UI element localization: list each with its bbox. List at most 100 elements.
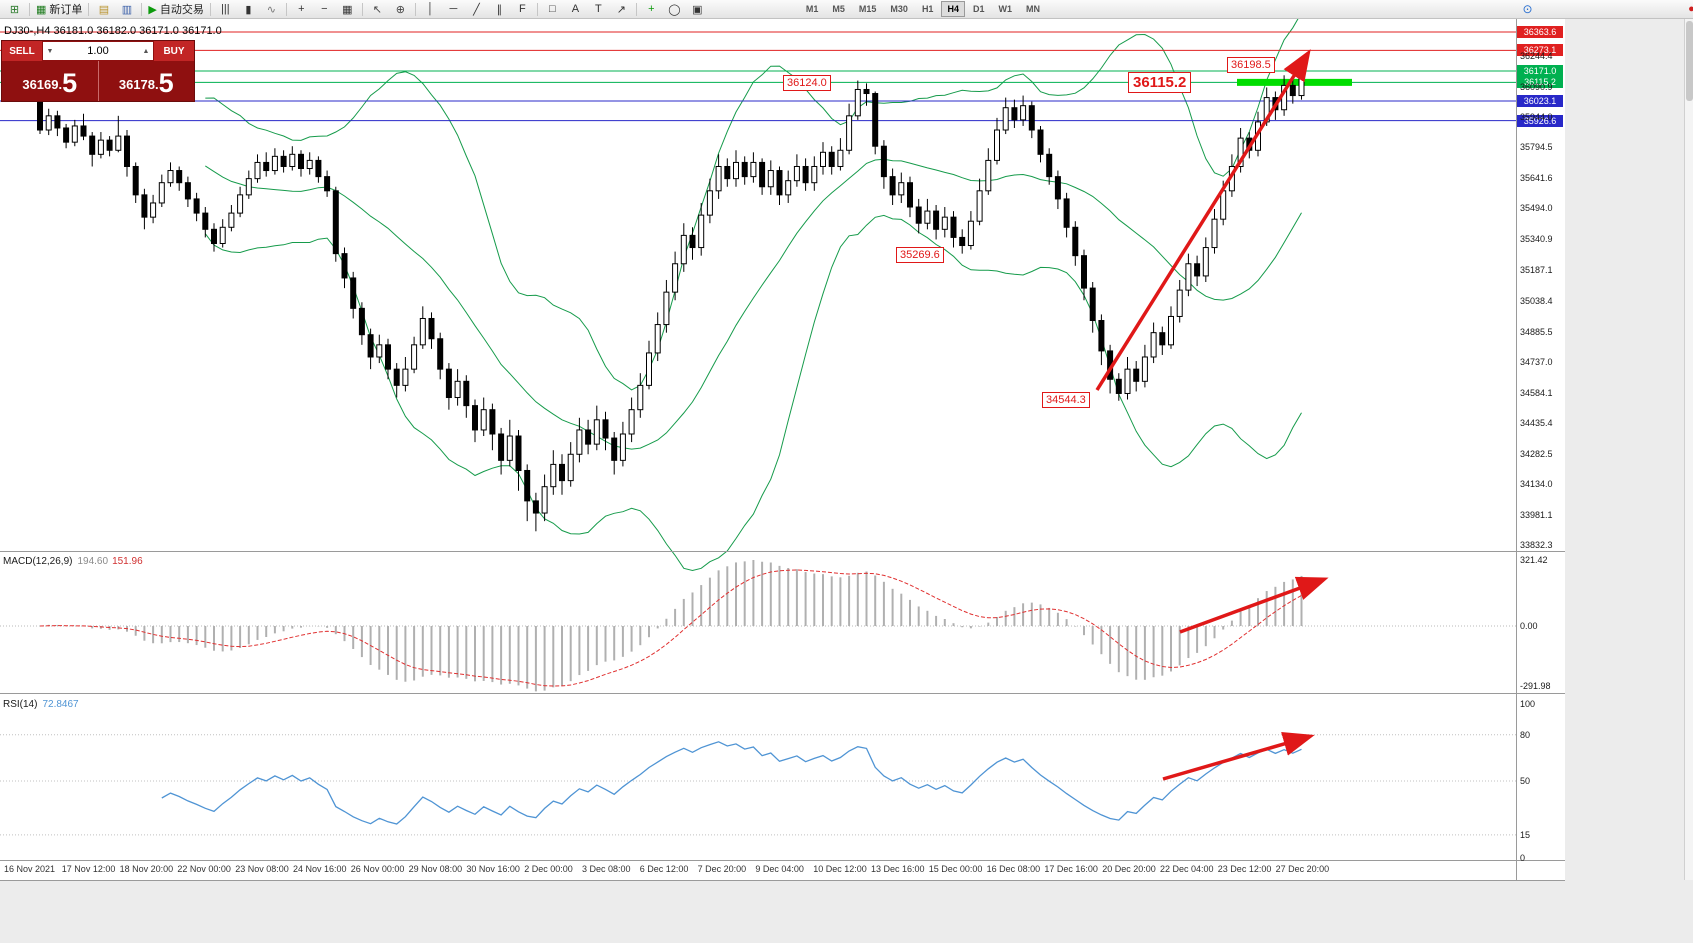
- toolbar-separator: [361, 2, 363, 16]
- time-label: 13 Dec 16:00: [871, 864, 925, 874]
- one-click-trading-panel: SELL ▼ 1.00 ▲ BUY 36169. 5 36178. 5: [1, 40, 195, 102]
- shapes-icon: □: [549, 3, 556, 15]
- bar-chart-icon: |||: [221, 3, 230, 15]
- horizontal-line-button[interactable]: ─: [443, 1, 464, 17]
- price-tick: 35794.5: [1520, 142, 1553, 153]
- tile-windows-icon: ▦: [342, 3, 353, 16]
- new-order-label: 新订单: [49, 4, 83, 16]
- buy-price[interactable]: 36178. 5: [99, 61, 195, 101]
- time-label: 9 Dec 04:00: [755, 864, 804, 874]
- price-tick: 34134.0: [1520, 478, 1553, 489]
- timeframe-h1[interactable]: H1: [921, 4, 934, 14]
- shapes-button[interactable]: □: [542, 1, 563, 17]
- notifications-button[interactable]: ●: [1681, 1, 1693, 17]
- timeframe-m1[interactable]: M1: [805, 4, 819, 14]
- price-annotation[interactable]: 36115.2: [1128, 72, 1192, 93]
- toolbar-separator: [285, 2, 287, 16]
- timeframe-m15[interactable]: M15: [858, 4, 877, 14]
- price-tick: 33832.3: [1520, 540, 1553, 550]
- price-tag: 36171.0: [1517, 65, 1563, 78]
- toolbar-separator: [536, 2, 538, 16]
- horizontal-level-lines[interactable]: [0, 31, 1516, 122]
- cycles-button[interactable]: ◯: [664, 1, 685, 17]
- buy-price-main: 36178.: [118, 77, 159, 92]
- price-annotation[interactable]: 35269.6: [896, 247, 944, 263]
- print-icon: ▥: [121, 3, 133, 16]
- sell-price[interactable]: 36169. 5: [2, 61, 98, 101]
- timeframe-m30[interactable]: M30: [890, 4, 908, 14]
- price-tick: 36090.9: [1520, 82, 1553, 93]
- volume-stepper[interactable]: ▼ 1.00 ▲: [43, 42, 153, 60]
- price-annotation[interactable]: 36198.5: [1227, 57, 1275, 73]
- rsi-label: RSI(14) 72.8467: [3, 699, 79, 710]
- volume-value[interactable]: 1.00: [87, 45, 109, 57]
- crosshair-button[interactable]: ⊕: [390, 1, 411, 17]
- time-label: 22 Nov 00:00: [177, 864, 231, 874]
- print-button[interactable]: ▥: [116, 1, 137, 17]
- scrollbar-thumb[interactable]: [1686, 21, 1693, 101]
- price-annotation[interactable]: 36124.0: [783, 75, 831, 91]
- rsi-scale-value: 0: [1520, 853, 1526, 863]
- toolbar-separator: [88, 2, 90, 16]
- trend-line-button[interactable]: ╱: [466, 1, 487, 17]
- templates-button[interactable]: ▣: [687, 1, 708, 17]
- price-tag: 36115.2: [1517, 76, 1563, 89]
- chart-background: [0, 19, 1565, 880]
- time-label: 17 Nov 12:00: [61, 864, 116, 874]
- zoom-tool-icon: ⊙: [1522, 2, 1533, 16]
- vertical-line-button[interactable]: │: [420, 1, 441, 17]
- new-chart-button[interactable]: ⊞: [4, 1, 25, 17]
- macd-main-value: 194.60: [77, 556, 109, 567]
- indicators-button[interactable]: +: [641, 1, 662, 17]
- macd-signal-value: 151.96: [112, 556, 143, 567]
- zoom-in-button[interactable]: +: [291, 1, 312, 17]
- line-chart-button[interactable]: ∿: [261, 1, 282, 17]
- time-label: 30 Nov 16:00: [466, 864, 520, 874]
- candles-chart-button[interactable]: ▮: [238, 1, 259, 17]
- arrow-object-button[interactable]: ↗: [611, 1, 632, 17]
- buy-button[interactable]: BUY: [154, 41, 194, 61]
- timeframe-m5[interactable]: M5: [832, 4, 845, 14]
- line-chart-icon: ∿: [266, 3, 276, 16]
- cursor-icon: ↖: [372, 3, 382, 16]
- candles-chart-icon: ▮: [245, 3, 252, 16]
- cursor-button[interactable]: ↖: [367, 1, 388, 17]
- timeframe-w1[interactable]: W1: [998, 4, 1012, 14]
- equidistant-channel-button[interactable]: ∥: [489, 1, 510, 17]
- toolbar-separator: [414, 2, 416, 16]
- price-annotation[interactable]: 34544.3: [1042, 392, 1090, 408]
- fibonacci-button[interactable]: F: [512, 1, 533, 17]
- timeframe-d1[interactable]: D1: [972, 4, 985, 14]
- time-label: 23 Dec 12:00: [1217, 864, 1272, 874]
- text-button[interactable]: A: [565, 1, 586, 17]
- time-label: 24 Nov 16:00: [293, 864, 347, 874]
- volume-increase-button[interactable]: ▲: [142, 47, 150, 55]
- horizontal-line-icon: ─: [449, 3, 458, 15]
- vertical-scrollbar[interactable]: [1684, 19, 1693, 880]
- price-tick: 35187.1: [1520, 265, 1553, 276]
- crosshair-icon: ⊕: [395, 3, 405, 16]
- text-label-button[interactable]: T: [588, 1, 609, 17]
- timeframe-h4[interactable]: H4: [941, 1, 965, 17]
- rsi-value: 72.8467: [42, 699, 79, 710]
- time-label: 16 Nov 2021: [4, 864, 56, 874]
- zoom-out-button[interactable]: −: [314, 1, 335, 17]
- trend-arrows[interactable]: [1095, 49, 1329, 781]
- zoom-tool-button[interactable]: ⊙: [1517, 1, 1538, 17]
- profiles-button[interactable]: ▤: [93, 1, 114, 17]
- macd-indicator: [0, 560, 1516, 692]
- rsi-indicator: [0, 734, 1516, 836]
- autotrading-icon: ▶: [148, 3, 157, 16]
- new-order-button[interactable]: ▦ 新订单: [34, 1, 84, 17]
- autotrading-button[interactable]: ▶ 自动交易: [146, 1, 205, 17]
- tile-windows-button[interactable]: ▦: [337, 1, 358, 17]
- bar-chart-button[interactable]: |||: [215, 1, 236, 17]
- time-label: 15 Dec 00:00: [928, 864, 983, 874]
- timeframe-group: M1 M5 M15 M30 H1 H4 D1 W1 MN: [799, 1, 1047, 17]
- sell-button[interactable]: SELL: [2, 41, 42, 61]
- trend-line-icon: ╱: [473, 3, 480, 16]
- timeframe-mn[interactable]: MN: [1025, 4, 1040, 14]
- volume-decrease-button[interactable]: ▼: [46, 47, 54, 55]
- rsi-scale-value: 50: [1520, 776, 1531, 786]
